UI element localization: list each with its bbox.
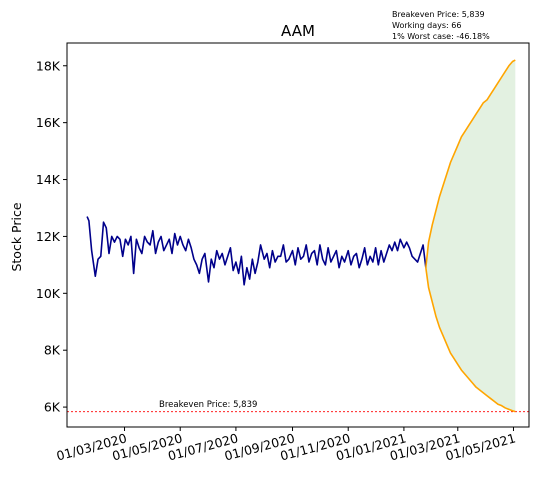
- lower-bound-line: [425, 267, 516, 413]
- info-line-breakeven: Breakeven Price: 5,839: [392, 10, 485, 19]
- plot-frame: [66, 42, 530, 428]
- y-axis-ticks: 6K 8K 10K 12K 14K 16K 18K: [36, 58, 67, 415]
- info-line-working-days: Working days: 66: [392, 21, 461, 30]
- info-text-block: Breakeven Price: 5,839 Working days: 66 …: [392, 10, 490, 41]
- projection-fill: [425, 60, 516, 412]
- price-history-line: [86, 216, 427, 286]
- y-tick-label: 12K: [36, 229, 61, 244]
- chart-title: AAM: [281, 22, 315, 40]
- y-tick-label: 10K: [36, 286, 61, 301]
- y-tick-label: 8K: [44, 343, 61, 358]
- y-tick-label: 14K: [36, 172, 61, 187]
- projection-fill-area: [425, 60, 516, 412]
- breakeven-annotation: Breakeven Price: 5,839: [159, 400, 257, 410]
- upper-bound-line: [425, 59, 516, 268]
- series-lines: [86, 59, 516, 413]
- y-axis-label: Stock Price: [9, 202, 24, 271]
- y-tick-label: 6K: [44, 400, 61, 415]
- y-tick-label: 18K: [36, 58, 61, 73]
- info-line-worst-case: 1% Worst case: -46.18%: [392, 32, 490, 41]
- y-tick-label: 16K: [36, 115, 61, 130]
- x-axis-ticks: 01/03/202001/05/202001/07/202001/09/2020…: [55, 427, 517, 464]
